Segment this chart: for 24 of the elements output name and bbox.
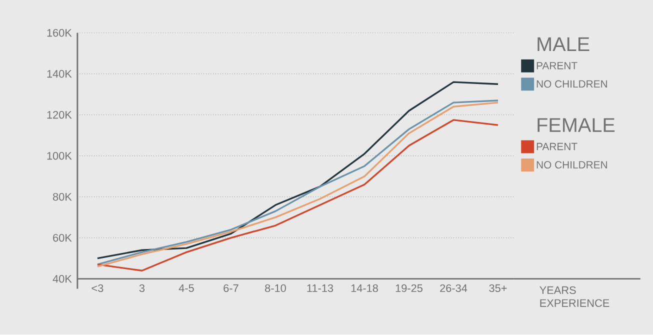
legend-label: PARENT xyxy=(536,62,578,70)
x-tick-label: 26-34 xyxy=(440,284,468,292)
text: FEMALE xyxy=(538,118,615,132)
x-tick-label: 11-13 xyxy=(307,284,334,292)
x-tick-label: 6-7 xyxy=(224,284,238,292)
legend-label: PARENT xyxy=(536,143,578,150)
x-axis-title: YEARS EXPERIENCE xyxy=(540,286,610,308)
y-tick-label: 40K xyxy=(52,275,72,283)
x-tick-label: 14-18 xyxy=(351,284,378,292)
legend-label: NO CHILDREN xyxy=(536,80,607,88)
y-tick-label: 60K xyxy=(53,234,72,242)
x-tick-label: 3 xyxy=(139,284,145,292)
y-tick-label: 100K xyxy=(47,152,72,160)
legend-label: NO CHILDREN xyxy=(536,161,607,169)
text: MALE xyxy=(538,38,590,52)
y-tick-label: 120K xyxy=(47,111,72,119)
x-tick-label: 8-10 xyxy=(265,284,286,292)
y-tick-label: 80K xyxy=(52,193,72,201)
x-tick-label: <3 xyxy=(92,284,104,292)
y-tick-label: 160K xyxy=(47,29,72,37)
x-tick-label: 35+ xyxy=(489,284,507,292)
x-tick-label: 19-25 xyxy=(396,284,422,292)
x-tick-label: 4-5 xyxy=(178,284,194,292)
y-tick-label: 140K xyxy=(47,70,72,78)
